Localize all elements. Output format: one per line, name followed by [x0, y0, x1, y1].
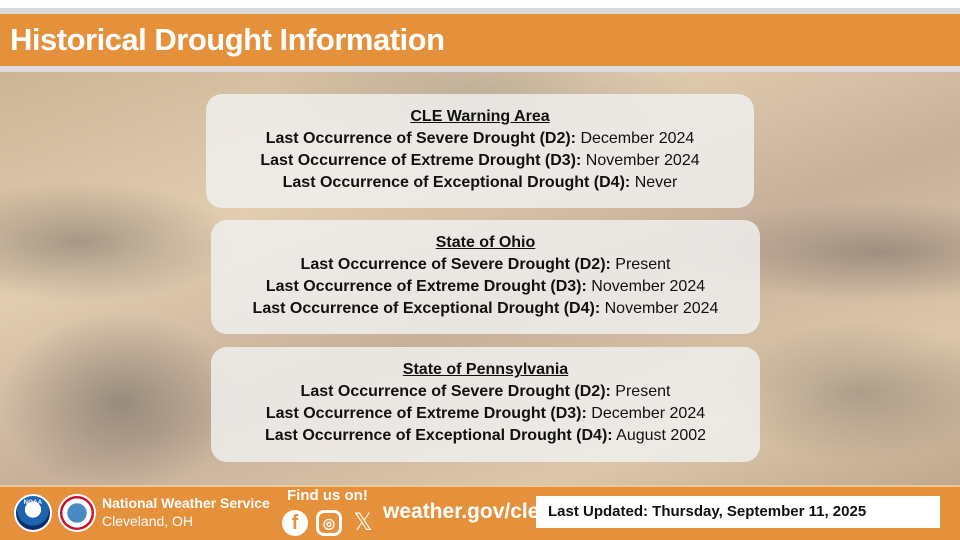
row-label: Last Occurrence of Extreme Drought (D3): — [265, 405, 587, 422]
row-d2: Last Occurrence of Severe Drought (D2): … — [211, 381, 760, 403]
office-location: Cleveland, OH — [102, 513, 194, 529]
row-d3: Last Occurrence of Extreme Drought (D3):… — [206, 150, 754, 172]
website-link[interactable]: weather.gov/cle — [383, 500, 540, 523]
row-d4: Last Occurrence of Exceptional Drought (… — [211, 298, 760, 320]
facebook-icon[interactable]: f — [282, 510, 308, 536]
section-state-of-ohio: State of Ohio Last Occurrence of Severe … — [211, 220, 760, 334]
row-value: November 2024 — [591, 278, 706, 295]
row-value: November 2024 — [585, 152, 700, 169]
row-d4: Last Occurrence of Exceptional Drought (… — [206, 172, 754, 194]
row-d2: Last Occurrence of Severe Drought (D2): … — [206, 128, 754, 150]
row-label: Last Occurrence of Exceptional Drought (… — [252, 300, 601, 317]
row-value: Present — [615, 256, 671, 273]
noaa-logo-text: NOAA — [23, 500, 43, 506]
row-d3: Last Occurrence of Extreme Drought (D3):… — [211, 276, 760, 298]
row-label: Last Occurrence of Extreme Drought (D3): — [260, 152, 582, 169]
row-value: August 2002 — [616, 427, 707, 444]
row-label: Last Occurrence of Exceptional Drought (… — [282, 174, 631, 191]
org-name: National Weather Service — [102, 495, 270, 511]
section-title: State of Ohio — [435, 234, 536, 251]
noaa-logo: NOAA — [14, 494, 52, 532]
row-value: December 2024 — [580, 130, 695, 147]
find-us-label: Find us on! — [287, 487, 368, 504]
row-label: Last Occurrence of Exceptional Drought (… — [264, 427, 613, 444]
row-label: Last Occurrence of Severe Drought (D2): — [265, 130, 576, 147]
row-value: Present — [615, 383, 671, 400]
last-updated: Last Updated: Thursday, September 11, 20… — [536, 496, 940, 528]
office-name: National Weather Service Cleveland, OH — [102, 494, 270, 530]
header-divider — [0, 66, 960, 72]
row-value: December 2024 — [591, 405, 706, 422]
section-title: State of Pennsylvania — [402, 361, 569, 378]
section-cle-warning-area: CLE Warning Area Last Occurrence of Seve… — [206, 94, 754, 208]
x-icon[interactable]: 𝕏 — [353, 509, 373, 536]
row-value: November 2024 — [604, 300, 719, 317]
row-value: Never — [634, 174, 678, 191]
nws-logo — [58, 494, 96, 532]
row-label: Last Occurrence of Extreme Drought (D3): — [265, 278, 587, 295]
row-label: Last Occurrence of Severe Drought (D2): — [300, 256, 611, 273]
row-d4: Last Occurrence of Exceptional Drought (… — [211, 425, 760, 447]
row-d3: Last Occurrence of Extreme Drought (D3):… — [211, 403, 760, 425]
section-title: CLE Warning Area — [410, 108, 550, 125]
row-d2: Last Occurrence of Severe Drought (D2): … — [211, 254, 760, 276]
instagram-icon[interactable]: ◎ — [316, 510, 342, 536]
page-title: Historical Drought Information — [10, 22, 445, 57]
row-label: Last Occurrence of Severe Drought (D2): — [300, 383, 611, 400]
section-state-of-pennsylvania: State of Pennsylvania Last Occurrence of… — [211, 347, 760, 462]
title-banner: Historical Drought Information — [0, 14, 960, 66]
top-divider — [0, 8, 960, 14]
